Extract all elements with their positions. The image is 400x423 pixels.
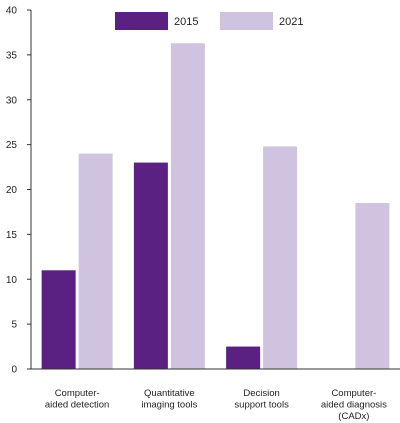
bar-2021-1 [170, 43, 205, 370]
bar-2015-0 [41, 270, 76, 369]
bar-2021-0 [78, 153, 113, 369]
x-category-label: Decision support tools [234, 388, 289, 411]
y-tick-label: 25 [6, 140, 18, 151]
x-axis-labels: Computer-aided detection Quantitative imag… [45, 388, 387, 422]
bar-2015-2 [226, 346, 261, 369]
y-tick-label: 40 [6, 6, 18, 17]
legend-label-2015: 2015 [174, 16, 198, 28]
y-tick-label: 0 [11, 365, 17, 376]
x-category-label: Computer-aided diagnosis (CADx) [321, 388, 387, 422]
y-tick-label: 5 [11, 320, 17, 331]
y-tick-label: 35 [6, 50, 18, 61]
y-tick-label: 20 [6, 185, 18, 196]
legend-swatch-2021 [220, 12, 273, 30]
legend: 2015 2021 [115, 12, 303, 30]
x-category-label: Computer-aided detection [45, 388, 109, 411]
y-tick-label: 15 [6, 230, 18, 241]
legend-swatch-2015 [115, 12, 168, 30]
bars [41, 43, 390, 370]
bar-2015-1 [133, 162, 168, 369]
x-category-label: Quantitative imaging tools [141, 388, 197, 411]
y-tick-label: 30 [6, 95, 18, 106]
bar-2021-2 [263, 146, 298, 369]
y-tick-label: 10 [6, 275, 18, 286]
legend-label-2021: 2021 [279, 16, 303, 28]
bar-2021-3 [355, 202, 390, 369]
y-axis-ticks: 0 5 10 15 20 25 30 35 40 [6, 6, 31, 376]
